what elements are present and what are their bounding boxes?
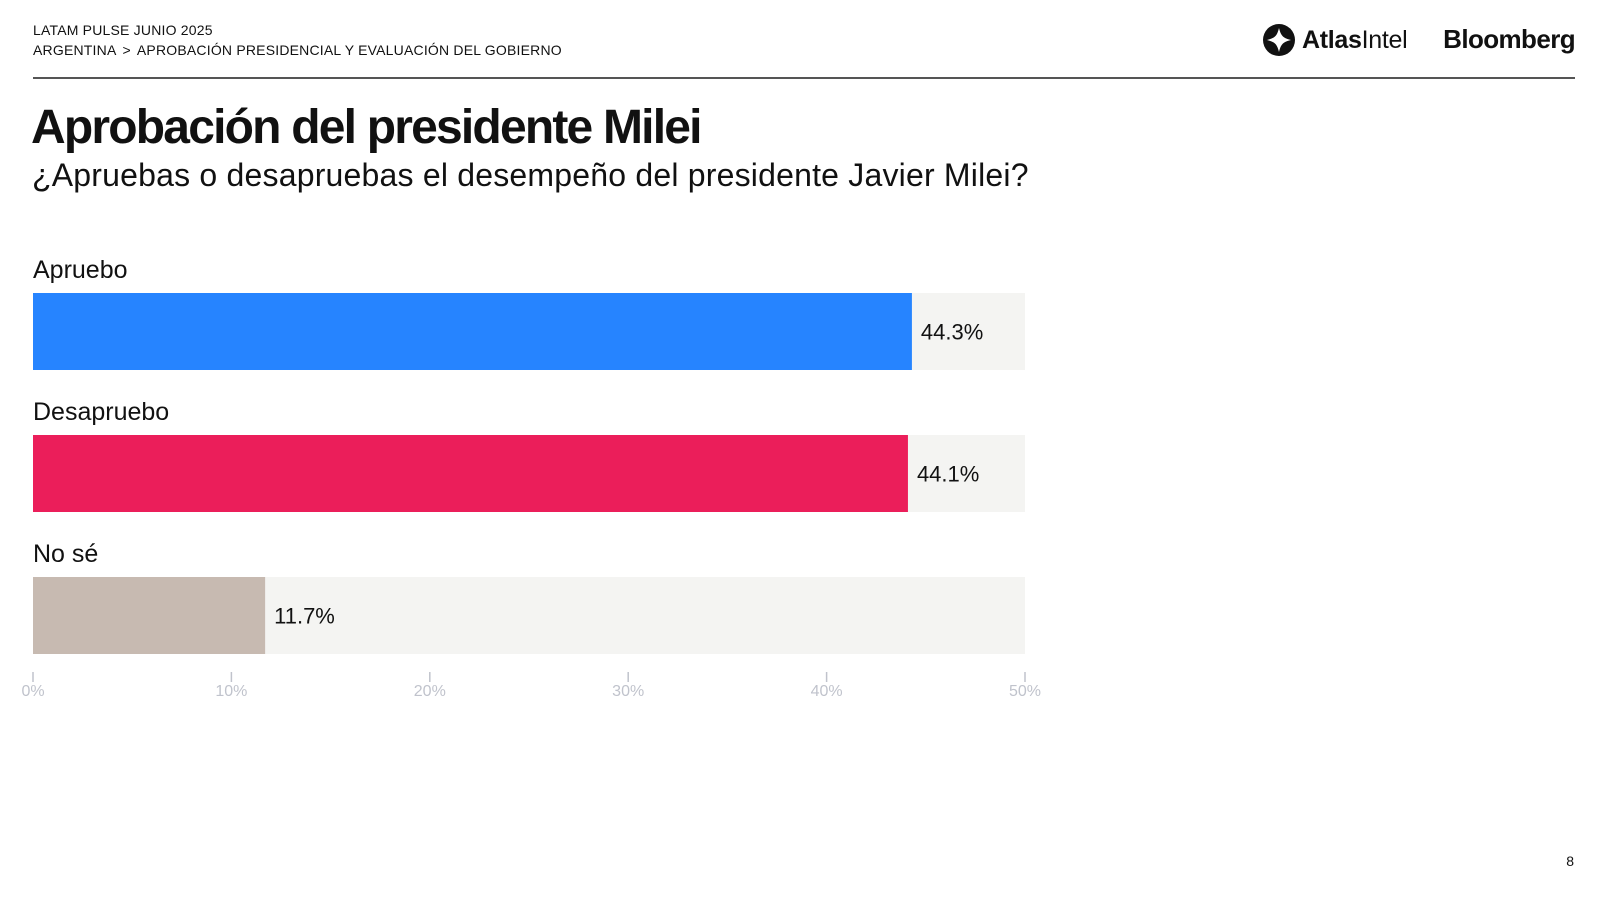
- atlasintel-logo-icon: [1263, 24, 1295, 56]
- category-label-desapruebo: Desapruebo: [33, 398, 169, 426]
- x-tick-label-50: 50%: [1009, 683, 1041, 700]
- atlasintel-logo-text: AtlasIntel: [1302, 25, 1408, 54]
- value-label-no-se: 11.7%: [274, 604, 335, 629]
- bar-apruebo: [33, 293, 912, 370]
- question-subtitle: ¿Apruebas o desapruebas el desempeño del…: [32, 157, 1029, 193]
- bar-desapruebo: [33, 435, 908, 512]
- x-tick-label-0: 0%: [21, 683, 44, 700]
- bloomberg-logo: Bloomberg: [1443, 24, 1575, 54]
- page-title: Aprobación del presidente Milei: [31, 101, 702, 154]
- category-label-apruebo: Apruebo: [33, 256, 128, 284]
- page-number: 8: [1566, 853, 1574, 869]
- header-divider: [33, 77, 1575, 79]
- x-tick-label-10: 10%: [215, 683, 247, 700]
- breadcrumb-country: ARGENTINA: [33, 42, 117, 58]
- value-label-desapruebo: 44.1%: [917, 462, 979, 487]
- x-tick-label-20: 20%: [414, 683, 446, 700]
- value-label-apruebo: 44.3%: [921, 320, 983, 345]
- atlasintel-logo: AtlasIntel: [1262, 22, 1408, 58]
- breadcrumb: ARGENTINA > APROBACIÓN PRESIDENCIAL Y EVAL…: [33, 42, 562, 58]
- category-label-no-se: No sé: [33, 540, 98, 568]
- x-tick-label-30: 30%: [612, 683, 644, 700]
- x-tick-label-40: 40%: [811, 683, 843, 700]
- breadcrumb-section: APROBACIÓN PRESIDENCIAL Y EVALUACIÓN DEL…: [136, 42, 562, 58]
- bar-no-se: [33, 577, 266, 654]
- breadcrumb-separator: >: [122, 42, 131, 58]
- report-title: LATAM PULSE JUNIO 2025: [33, 22, 213, 38]
